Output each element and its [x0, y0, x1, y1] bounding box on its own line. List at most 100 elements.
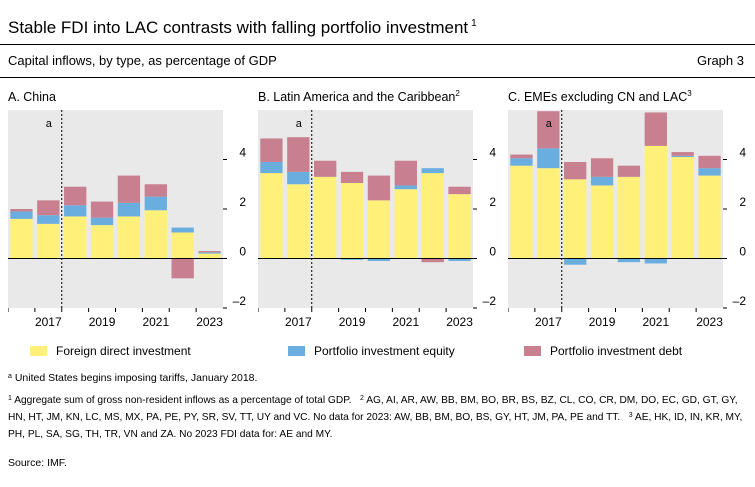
chart-title: Stable FDI into LAC contrasts with falli…: [8, 18, 477, 38]
x-tick-label: 2017: [285, 315, 312, 329]
bar-debt: [314, 160, 337, 177]
panel-chart-lac: a –2 0 2 4 2017 2019 2021 2023: [258, 110, 497, 329]
annotation-label: a: [46, 118, 53, 130]
bar-equity: [90, 217, 114, 226]
y-tick-label: –2: [733, 294, 747, 308]
footnote-marker: 2: [360, 395, 364, 402]
bar-debt: [590, 158, 614, 177]
panel-title-footnote-marker: 3: [687, 89, 692, 98]
y-tick-label: 4: [739, 146, 746, 160]
bar-debt: [537, 111, 560, 149]
bar-equity: [287, 171, 310, 185]
x-tick-label: 2021: [392, 315, 419, 329]
legend-label: Portfolio investment equity: [314, 344, 455, 358]
bar-equity: [260, 161, 283, 174]
y-tick-label: 4: [489, 146, 496, 160]
chart-title-footnote-marker: 1: [471, 18, 477, 29]
bar-debt: [10, 209, 33, 212]
x-tick-label: 2017: [35, 315, 62, 329]
footnote-text: Aggregate sum of gross non-resident infl…: [14, 395, 352, 406]
bar-fdi: [37, 223, 60, 259]
x-tick-label: 2017: [535, 315, 562, 329]
bar-fdi: [564, 179, 587, 259]
footnote-text: AG, AI, AR, AW, BB, BM, BO, BR, BS, BZ, …: [8, 395, 738, 423]
bar-debt: [367, 175, 391, 201]
panel-title: C. EMEs excluding CN and LAC3: [508, 89, 692, 104]
bar-fdi: [644, 145, 667, 259]
bar-fdi: [617, 176, 641, 259]
x-tick-label: 2019: [589, 315, 616, 329]
panel-title-footnote-marker: 2: [455, 89, 460, 98]
bar-equity: [117, 202, 141, 217]
x-tick-label: 2021: [142, 315, 169, 329]
bar-fdi: [340, 183, 364, 259]
note-a: a United States begins imposing tariffs,…: [8, 370, 257, 388]
bar-fdi: [90, 225, 114, 259]
y-tick-label: 0: [489, 245, 496, 259]
panel-title: A. China: [8, 90, 56, 104]
footnote-marker: 3: [628, 412, 633, 419]
bar-fdi: [287, 184, 310, 259]
y-tick-label: 0: [239, 245, 246, 259]
bar-equity: [644, 258, 667, 264]
legend-item-equity: Portfolio investment equity: [288, 344, 455, 358]
x-tick-label: 2019: [89, 315, 116, 329]
bar-fdi: [144, 210, 167, 259]
bar-equity: [144, 196, 167, 211]
legend-label: Portfolio investment debt: [550, 344, 683, 358]
bar-fdi: [698, 175, 721, 259]
bar-equity: [421, 168, 444, 174]
panel-title-text: A. China: [8, 90, 56, 104]
bar-equity: [367, 258, 391, 261]
bar-equity: [198, 252, 221, 254]
bar-debt: [198, 251, 221, 253]
panel-emes: C. EMEs excluding CN and LAC3 a –2 0 2 4 2017…: [508, 89, 751, 330]
bar-debt: [421, 258, 444, 263]
note-marker: a: [8, 373, 12, 380]
x-tick-label: 2021: [642, 315, 669, 329]
bar-debt: [340, 171, 364, 184]
legend-item-fdi: Foreign direct investment: [30, 344, 191, 358]
panel-title-text: B. Latin America and the Caribbean: [258, 90, 456, 104]
bar-debt: [287, 137, 310, 172]
bar-debt: [90, 201, 114, 218]
x-tick-label: 2023: [196, 315, 223, 329]
panel-chart-emes: a –2 0 2 4 2017 2019 2021 2023: [508, 110, 747, 329]
y-tick-label: –2: [233, 294, 247, 308]
bar-debt: [644, 112, 667, 146]
bar-fdi: [448, 194, 471, 259]
chart-subtitle: Capital inflows, by type, as percentage …: [8, 53, 277, 68]
bar-equity: [537, 148, 560, 169]
footnote-text: AE, HK, ID, IN, KR, MY, PH, PL, SA, SG, …: [8, 412, 743, 440]
bar-fdi: [260, 173, 283, 259]
bar-debt: [144, 184, 167, 197]
y-tick-label: –2: [483, 294, 497, 308]
panel-lac: B. Latin America and the Caribbean2 a –2 0…: [258, 89, 501, 330]
bar-debt: [64, 186, 87, 206]
legend-label: Foreign direct investment: [56, 344, 191, 358]
bar-fdi: [671, 157, 694, 259]
bar-fdi: [314, 176, 337, 259]
bar-equity: [510, 158, 533, 166]
bar-equity: [394, 185, 417, 190]
legend-item-debt: Portfolio investment debt: [524, 344, 682, 358]
bar-debt: [117, 175, 141, 203]
subtitle-rule: [0, 77, 755, 78]
graph-number: Graph 3: [697, 53, 744, 68]
bar-fdi: [510, 165, 533, 259]
x-tick-label: 2019: [339, 315, 366, 329]
bar-debt: [671, 152, 694, 156]
title-rule: [0, 44, 755, 45]
bar-fdi: [421, 173, 444, 259]
bar-fdi: [198, 253, 221, 259]
bar-equity: [698, 168, 721, 176]
bar-debt: [260, 138, 283, 162]
bar-equity: [340, 258, 364, 260]
chart-title-text: Stable FDI into LAC contrasts with falli…: [8, 18, 469, 37]
y-tick-label: 4: [239, 146, 246, 160]
footnote-marker: 1: [8, 395, 12, 402]
x-tick-label: 2023: [696, 315, 723, 329]
legend-swatch: [30, 346, 47, 356]
bar-debt: [564, 161, 587, 180]
bar-fdi: [394, 189, 417, 259]
